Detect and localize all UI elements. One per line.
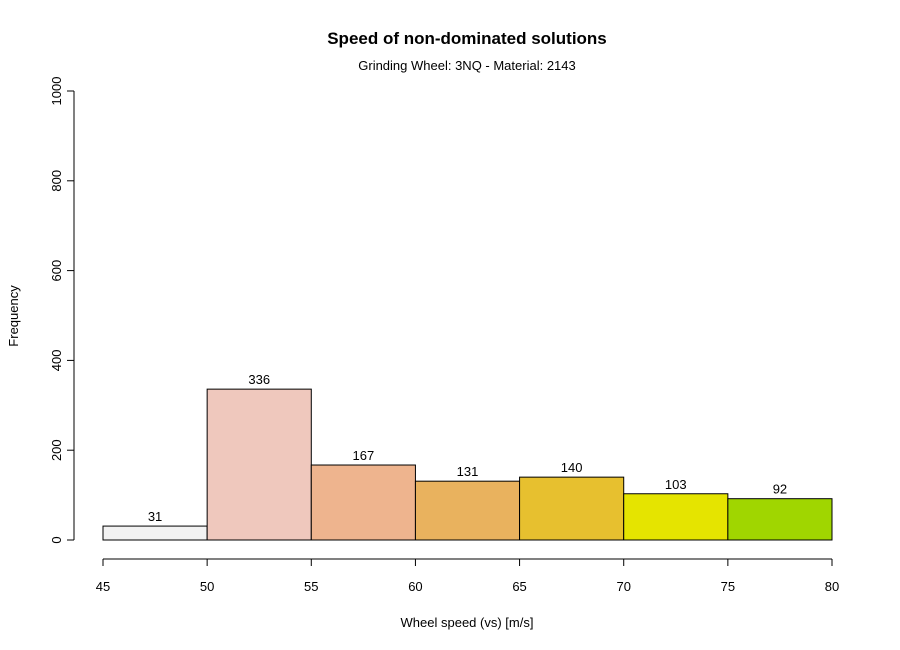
histogram-bar [310, 464, 416, 541]
x-tick-label: 60 [408, 579, 422, 594]
y-axis-label: Frequency [6, 285, 21, 347]
y-tick-label: 400 [49, 350, 64, 372]
x-axis-label: Wheel speed (vs) [m/s] [401, 615, 534, 630]
histogram-bar [623, 493, 729, 541]
bar-value-label: 336 [248, 372, 270, 387]
x-tick-label: 55 [304, 579, 318, 594]
chart-title: Speed of non-dominated solutions [327, 29, 607, 48]
bar-labels-group: 31 336 167 131 140 103 92 [148, 372, 787, 524]
bar-value-label: 103 [665, 477, 687, 492]
bars-group [102, 388, 833, 541]
chart-subtitle: Grinding Wheel: 3NQ - Material: 2143 [358, 58, 575, 73]
histogram-bar [206, 388, 312, 541]
bar-value-label: 140 [561, 460, 583, 475]
bar-value-label: 92 [773, 482, 787, 497]
histogram-bar [414, 480, 521, 541]
histogram-bar [727, 498, 833, 541]
y-tick-label: 200 [49, 439, 64, 461]
bar-value-label: 31 [148, 509, 162, 524]
y-tick-label: 0 [49, 536, 64, 543]
x-tick-label: 65 [512, 579, 526, 594]
bar-value-label: 167 [353, 448, 375, 463]
x-tick-label: 50 [200, 579, 214, 594]
x-tick-label: 45 [96, 579, 110, 594]
y-tick-label: 1000 [49, 77, 64, 106]
x-tick-label: 75 [721, 579, 735, 594]
x-axis: 45 50 55 60 65 70 75 80 [96, 558, 839, 594]
histogram-bar [519, 476, 625, 541]
y-axis: 0 200 400 600 800 1000 [49, 77, 75, 544]
histogram-bar [102, 525, 208, 541]
y-tick-label: 600 [49, 260, 64, 282]
bar-value-label: 131 [457, 464, 479, 479]
y-tick-label: 800 [49, 170, 64, 192]
x-tick-label: 70 [616, 579, 630, 594]
x-tick-label: 80 [825, 579, 839, 594]
